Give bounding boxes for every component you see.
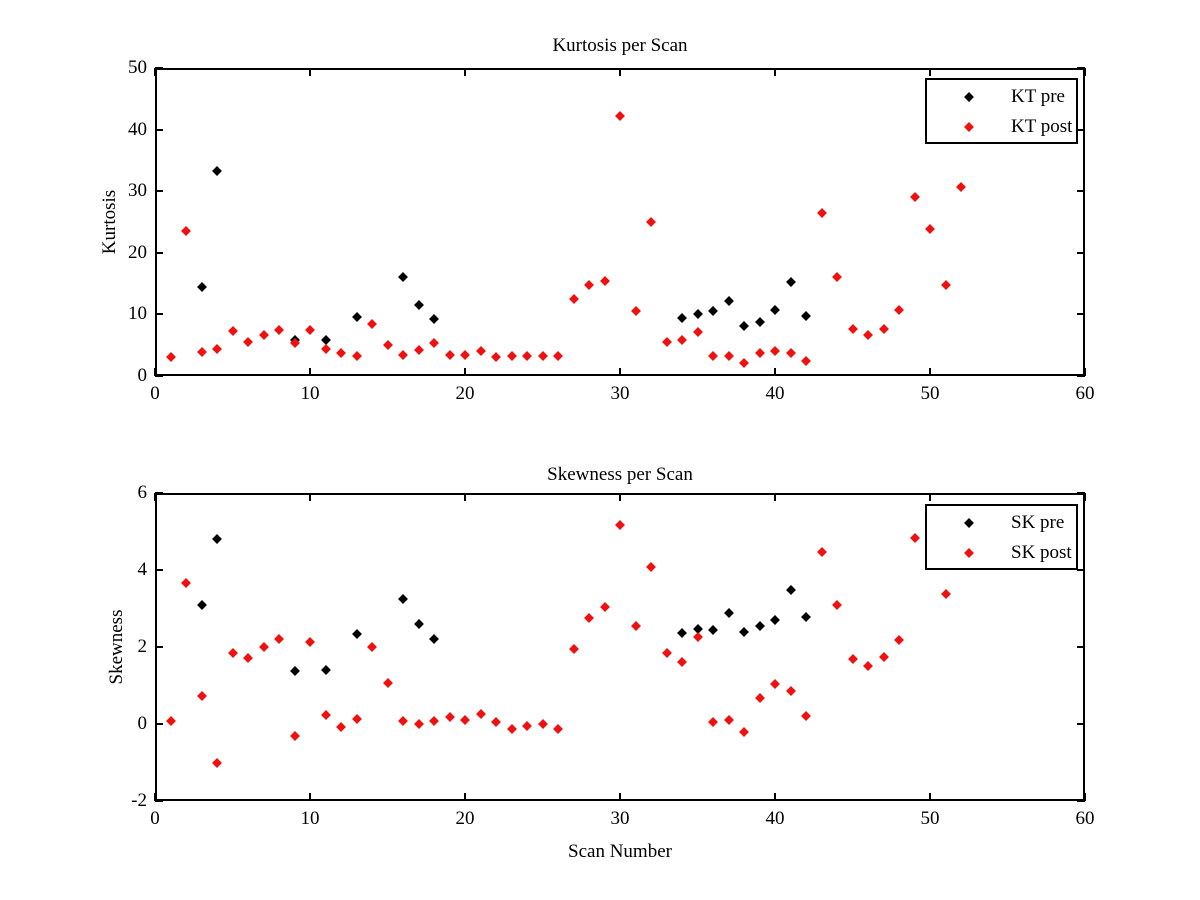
y-tick [1077, 646, 1085, 648]
y-tick [155, 800, 163, 802]
y-tick [155, 723, 163, 725]
y-tick-label: 0 [137, 365, 148, 386]
y-tick [155, 67, 163, 69]
x-tick [929, 68, 931, 76]
x-tick-label: 40 [765, 808, 785, 829]
x-tick [619, 793, 621, 801]
sk-post-marker-icon [964, 548, 974, 558]
y-tick [1077, 492, 1085, 494]
x-tick [619, 68, 621, 76]
x-tick-label: 0 [150, 383, 160, 404]
y-tick [155, 492, 163, 494]
legend-entry: KT pre [927, 82, 1076, 112]
x-tick-label: 60 [1075, 808, 1095, 829]
y-tick-label: 20 [128, 241, 147, 263]
x-tick [464, 68, 466, 76]
y-tick [1077, 190, 1085, 193]
x-tick [1084, 68, 1086, 76]
y-tick [1077, 723, 1085, 725]
x-tick [619, 493, 621, 501]
x-tick [774, 368, 776, 376]
y-tick-label: 0 [137, 713, 148, 734]
y-tick [1077, 375, 1085, 377]
x-tick [464, 793, 466, 801]
y-tick [155, 190, 163, 193]
kurtosis-title: Kurtosis per Scan [552, 35, 688, 56]
x-tick-label: 30 [610, 808, 630, 829]
x-tick-label: 40 [765, 383, 785, 404]
y-tick [155, 375, 163, 377]
kt-post-marker-icon [964, 122, 974, 132]
y-tick-label: -2 [131, 790, 147, 811]
x-tick [154, 493, 156, 501]
y-tick-label: 2 [137, 636, 148, 657]
legend-entry: SK post [927, 538, 1076, 568]
legend-entry: SK pre [927, 508, 1076, 538]
x-tick [1084, 493, 1086, 501]
y-tick [1077, 128, 1085, 131]
x-axis-label: Scan Number [568, 841, 672, 862]
y-tick [1077, 67, 1085, 69]
x-tick [774, 493, 776, 501]
y-tick-label: 4 [137, 559, 148, 580]
x-tick [154, 68, 156, 76]
y-tick [155, 569, 163, 571]
x-tick [774, 68, 776, 76]
legend-entry: KT post [927, 112, 1076, 142]
x-tick-label: 0 [150, 808, 160, 829]
kurtosis-ylabel: Kurtosis [99, 189, 120, 255]
x-tick-label: 30 [610, 383, 630, 404]
legend-label: KT post [1011, 116, 1073, 137]
legend-label: SK post [1011, 542, 1072, 563]
y-tick [1077, 569, 1085, 571]
y-tick [155, 251, 163, 254]
x-tick [309, 68, 311, 76]
y-tick [1077, 800, 1085, 802]
x-tick [309, 368, 311, 376]
kurtosis-legend: KT pre KT post [925, 78, 1078, 144]
x-tick [1084, 793, 1086, 801]
x-tick-label: 60 [1075, 383, 1095, 404]
x-tick [619, 368, 621, 376]
kt-pre-marker-icon [964, 92, 974, 102]
y-tick [1077, 313, 1085, 316]
x-tick [1084, 368, 1086, 376]
x-tick [309, 493, 311, 501]
y-tick-label: 40 [128, 118, 147, 140]
x-tick-label: 20 [455, 808, 475, 829]
x-tick [929, 493, 931, 501]
x-tick [929, 793, 931, 801]
y-tick-label: 6 [137, 482, 148, 503]
x-tick [929, 368, 931, 376]
y-tick [155, 646, 163, 648]
x-tick-label: 50 [920, 383, 940, 404]
skewness-legend: SK pre SK post [925, 504, 1078, 570]
skewness-title: Skewness per Scan [547, 464, 693, 485]
y-tick-label: 50 [128, 57, 147, 78]
sk-pre-marker-icon [964, 518, 974, 528]
x-tick [154, 793, 156, 801]
x-tick-label: 10 [300, 808, 320, 829]
y-tick-label: 30 [128, 180, 147, 202]
legend-label: KT pre [1011, 86, 1065, 107]
y-tick [1077, 251, 1085, 254]
x-tick [464, 368, 466, 376]
x-tick-label: 20 [455, 383, 475, 404]
y-tick [155, 128, 163, 131]
x-tick [774, 793, 776, 801]
x-tick [309, 793, 311, 801]
x-tick-label: 10 [300, 383, 320, 404]
legend-label: SK pre [1011, 512, 1065, 533]
x-tick [154, 368, 156, 376]
y-tick-label: 10 [128, 303, 147, 325]
y-tick [155, 313, 163, 316]
x-tick [464, 493, 466, 501]
x-tick-label: 50 [920, 808, 940, 829]
